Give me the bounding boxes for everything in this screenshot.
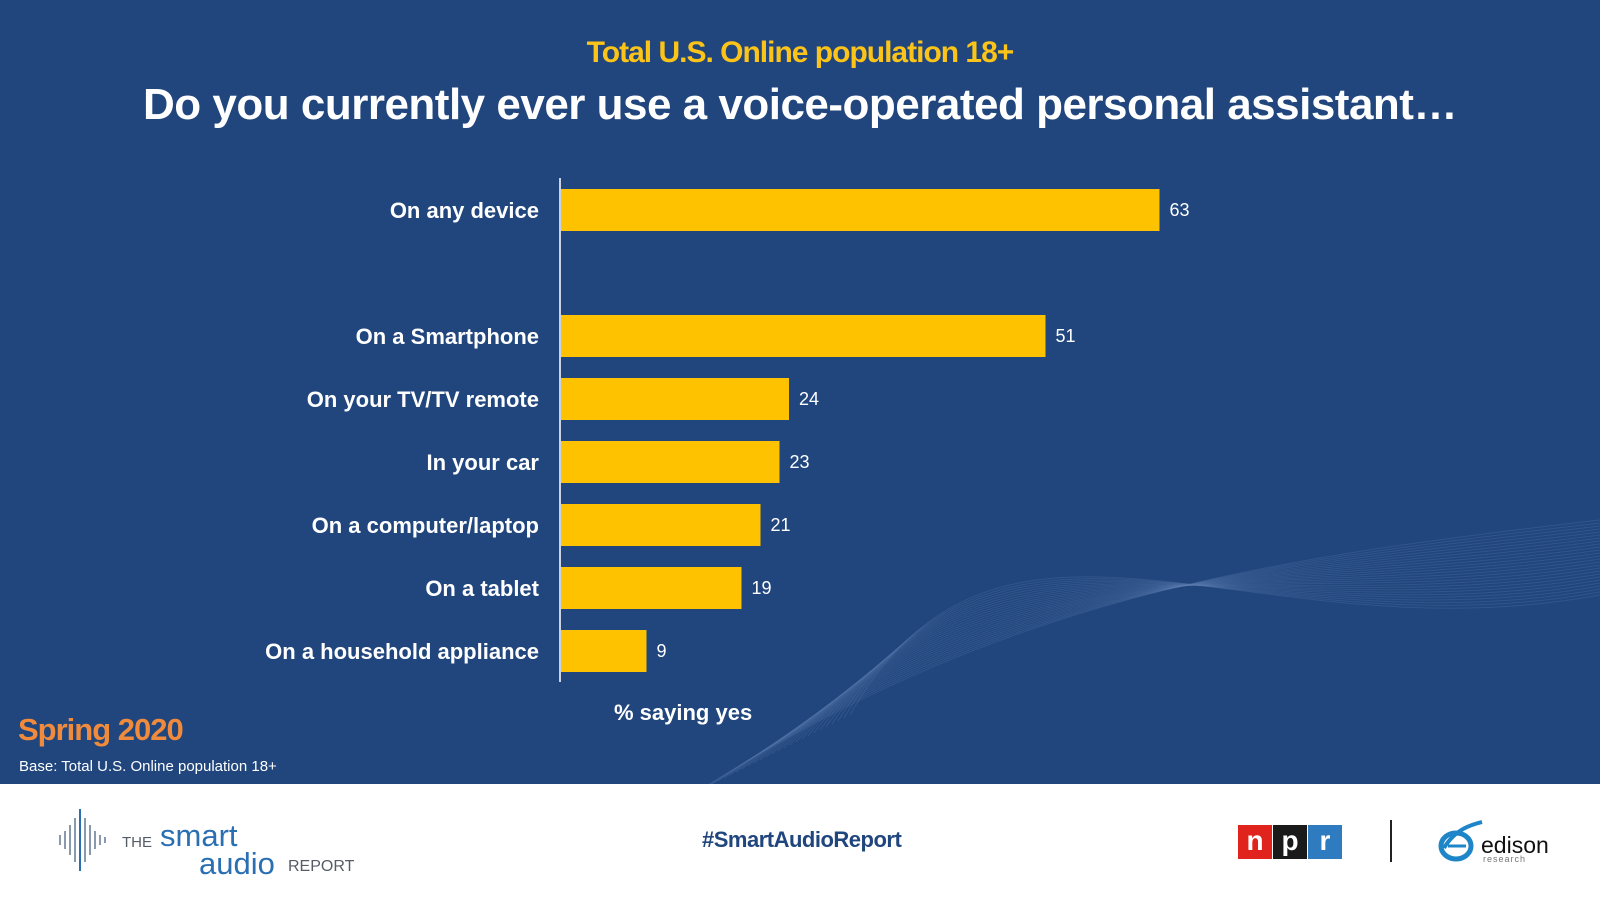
category-label: On a computer/laptop — [312, 513, 539, 538]
edison-logo-name: edison — [1481, 832, 1549, 858]
chart-panel: Total U.S. Online population 18+ Do you … — [0, 0, 1600, 784]
chart-subtitle: Total U.S. Online population 18+ — [586, 36, 1015, 69]
npr-letter-p: p — [1273, 825, 1307, 859]
npr-letter-n: n — [1238, 825, 1272, 859]
report-logo-audio: audio — [199, 846, 275, 881]
data-label: 51 — [1056, 326, 1076, 346]
npr-logo: n p r — [1238, 825, 1343, 859]
bar — [561, 504, 761, 546]
chart-title: Do you currently ever use a voice-operat… — [143, 80, 1457, 129]
data-label: 9 — [657, 641, 667, 661]
x-axis-label: % saying yes — [614, 700, 753, 725]
sound-wave-icon — [59, 809, 106, 871]
data-label: 24 — [799, 389, 819, 409]
logo-divider — [1390, 820, 1392, 862]
bar — [561, 189, 1160, 231]
npr-letter-r: r — [1308, 825, 1342, 859]
data-label: 19 — [752, 578, 772, 598]
category-label: On a household appliance — [265, 639, 539, 664]
bar — [561, 441, 780, 483]
bar — [561, 567, 742, 609]
category-label: On a tablet — [425, 576, 539, 601]
hashtag: #SmartAudioReport — [702, 827, 902, 852]
bar — [561, 378, 789, 420]
category-label: On your TV/TV remote — [307, 387, 539, 412]
decorative-waves — [708, 519, 1600, 784]
bar-chart: 63 On any device 51 On a Smartphone 24 On you… — [265, 178, 1190, 682]
category-label: On any device — [390, 198, 539, 223]
data-label: 63 — [1170, 200, 1190, 220]
bar — [561, 315, 1046, 357]
report-logo-smart: smart — [160, 818, 238, 853]
category-label: On a Smartphone — [356, 324, 539, 349]
data-label: 23 — [790, 452, 810, 472]
data-label: 21 — [771, 515, 791, 535]
edison-logo-sub: research — [1483, 854, 1527, 864]
bar — [561, 630, 647, 672]
report-logo-the: THE — [122, 834, 152, 851]
report-logo-report: REPORT — [288, 858, 355, 875]
base-note: Base: Total U.S. Online population 18+ — [19, 758, 277, 775]
edison-swirl-icon — [1438, 820, 1483, 862]
category-label: In your car — [427, 450, 540, 475]
season-label: Spring 2020 — [18, 712, 184, 747]
